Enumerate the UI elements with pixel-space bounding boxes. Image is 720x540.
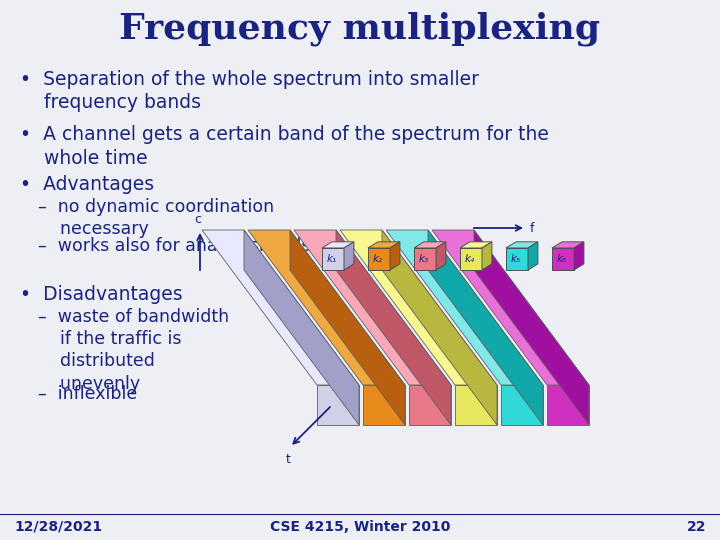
Polygon shape (460, 242, 492, 248)
Polygon shape (432, 230, 589, 385)
Text: –  waste of bandwidth
    if the traffic is
    distributed
    unevenly: – waste of bandwidth if the traffic is d… (38, 308, 229, 393)
Text: k₄: k₄ (464, 254, 474, 264)
Text: k₃: k₃ (418, 254, 428, 264)
Text: k₅: k₅ (510, 254, 521, 264)
Polygon shape (474, 230, 589, 425)
Polygon shape (574, 242, 584, 270)
Polygon shape (340, 230, 497, 385)
Polygon shape (344, 242, 354, 270)
Polygon shape (244, 230, 359, 425)
Text: –  no dynamic coordination
    necessary: – no dynamic coordination necessary (38, 198, 274, 238)
Text: –  works also for analog signals: – works also for analog signals (38, 237, 310, 255)
Polygon shape (390, 242, 400, 270)
Polygon shape (428, 230, 543, 425)
Polygon shape (363, 385, 405, 425)
Text: Frequency multiplexing: Frequency multiplexing (120, 12, 600, 46)
Text: k₂: k₂ (372, 254, 382, 264)
Text: •  A channel gets a certain band of the spectrum for the
    whole time: • A channel gets a certain band of the s… (20, 125, 549, 167)
Polygon shape (386, 230, 543, 385)
Polygon shape (552, 242, 584, 248)
Polygon shape (317, 385, 359, 425)
Polygon shape (368, 242, 400, 248)
Polygon shape (368, 248, 390, 270)
Polygon shape (460, 248, 482, 270)
Polygon shape (506, 248, 528, 270)
Text: f: f (530, 221, 534, 234)
Text: 12/28/2021: 12/28/2021 (14, 520, 102, 534)
Text: t: t (286, 453, 290, 466)
Text: •  Separation of the whole spectrum into smaller
    frequency bands: • Separation of the whole spectrum into … (20, 70, 479, 112)
Polygon shape (506, 242, 538, 248)
Polygon shape (414, 248, 436, 270)
Text: •  Disadvantages: • Disadvantages (20, 285, 183, 304)
Text: –  inflexible: – inflexible (38, 385, 138, 403)
Polygon shape (322, 242, 354, 248)
Polygon shape (322, 248, 344, 270)
Text: k₆: k₆ (556, 254, 567, 264)
Polygon shape (528, 242, 538, 270)
Polygon shape (202, 230, 359, 385)
Text: k₁: k₁ (326, 254, 336, 264)
Polygon shape (547, 385, 589, 425)
Polygon shape (294, 230, 451, 385)
Polygon shape (414, 242, 446, 248)
Text: •  Advantages: • Advantages (20, 175, 154, 194)
Polygon shape (436, 242, 446, 270)
Polygon shape (382, 230, 497, 425)
Polygon shape (290, 230, 405, 425)
Text: 22: 22 (686, 520, 706, 534)
Polygon shape (409, 385, 451, 425)
Polygon shape (336, 230, 451, 425)
Polygon shape (552, 248, 574, 270)
Polygon shape (482, 242, 492, 270)
Polygon shape (501, 385, 543, 425)
Text: CSE 4215, Winter 2010: CSE 4215, Winter 2010 (270, 520, 450, 534)
Polygon shape (248, 230, 405, 385)
Polygon shape (455, 385, 497, 425)
Text: c: c (194, 213, 202, 226)
